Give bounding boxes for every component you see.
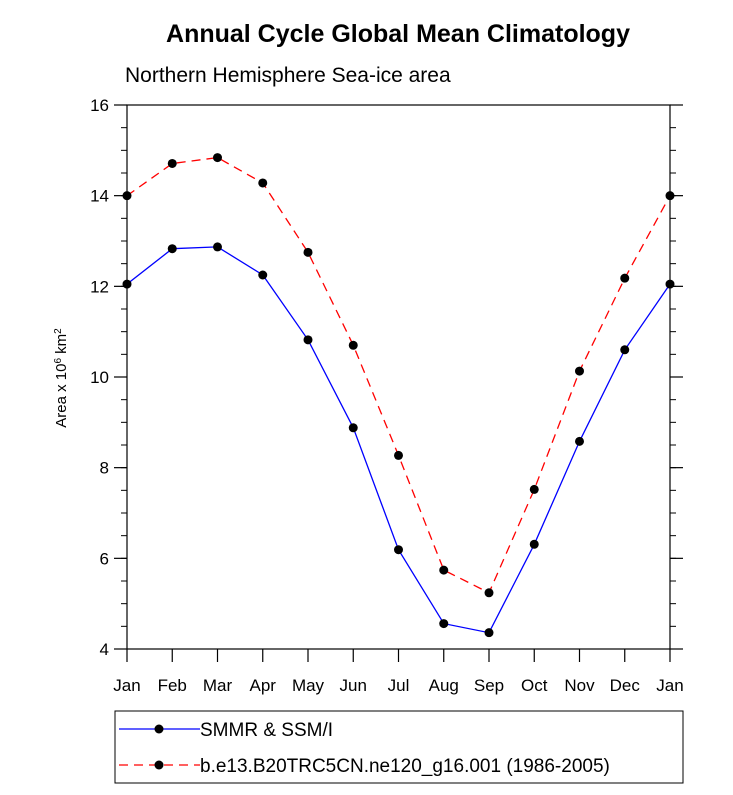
x-tick-label: Nov: [564, 676, 595, 695]
x-tick-label: Sep: [474, 676, 504, 695]
y-axis-label: Area x 106 km2: [53, 328, 71, 428]
x-tick-label: Feb: [158, 676, 187, 695]
series-layer: [122, 153, 675, 638]
y-tick-label: 12: [90, 277, 109, 296]
legend: SMMR & SSM/I b.e13.B20TRC5CN.ne120_g16.0…: [114, 710, 684, 784]
x-tick-label: Jun: [340, 676, 367, 695]
series-0-point: [575, 436, 584, 446]
y-axis-label-unit-exponent: 2: [53, 328, 64, 334]
series-1-point: [665, 191, 675, 201]
plot-frame: [126, 104, 671, 650]
x-tick-label: Jan: [113, 676, 140, 695]
series-1-point: [484, 588, 494, 598]
ticks-layer: 4 6 8 10 12 14 16 Jan Feb Mar Apr May Jun Jul Aug Sep Oc…: [90, 96, 684, 695]
x-tick-label: Apr: [250, 676, 277, 695]
y-tick-label: 16: [90, 96, 109, 115]
series-1-point: [439, 565, 449, 575]
series-line-1: [126, 156, 671, 594]
legend-label-model: b.e13.B20TRC5CN.ne120_g16.001 (1986-2005…: [200, 756, 610, 777]
y-axis-label-exponent: 6: [53, 358, 64, 364]
x-tick-label: Oct: [521, 676, 548, 695]
x-tick-label: Mar: [203, 676, 233, 695]
series-1-point: [529, 484, 539, 494]
series-1-point: [258, 178, 268, 188]
x-tick-label: Jan: [656, 676, 683, 695]
legend-marker-smmr: [154, 724, 164, 734]
series-0-point: [665, 279, 675, 289]
series-0-point: [394, 545, 403, 555]
y-tick-label: 4: [100, 640, 109, 659]
series-1-point: [394, 450, 403, 460]
series-0-point: [529, 539, 539, 549]
series-0-point: [484, 628, 494, 638]
series-1-point: [348, 340, 358, 350]
chart-subtitle: Northern Hemisphere Sea-ice area: [125, 64, 451, 87]
y-tick-label: 8: [100, 459, 109, 478]
y-tick-label: 6: [100, 549, 109, 568]
series-0-point: [258, 270, 268, 280]
series-0-point: [213, 242, 222, 252]
legend-label-smmr: SMMR & SSM/I: [200, 720, 333, 741]
y-axis-label-unit: km: [53, 334, 70, 358]
x-tick-label: Jul: [388, 676, 410, 695]
series-1-point: [620, 273, 630, 283]
series-1-point: [213, 153, 222, 163]
series-0-point: [439, 619, 449, 629]
x-tick-label: May: [292, 676, 325, 695]
series-0-point: [167, 244, 177, 254]
series-1-point: [167, 158, 177, 168]
legend-box: [114, 710, 684, 784]
series-line-0: [126, 246, 671, 634]
series-0-point: [620, 345, 630, 355]
y-axis-label-prefix: Area x 10: [53, 364, 70, 428]
y-tick-label: 14: [90, 187, 109, 206]
series-0-point: [348, 423, 358, 433]
y-tick-label: 10: [90, 368, 109, 387]
series-0-point: [303, 335, 313, 345]
chart-title: Annual Cycle Global Mean Climatology: [166, 20, 630, 48]
x-tick-label: Aug: [429, 676, 459, 695]
x-tick-label: Dec: [610, 676, 641, 695]
legend-marker-model: [154, 760, 164, 770]
series-1-point: [575, 366, 584, 376]
series-1-point: [303, 247, 313, 257]
series-0-point: [122, 279, 132, 289]
series-1-point: [122, 191, 132, 201]
